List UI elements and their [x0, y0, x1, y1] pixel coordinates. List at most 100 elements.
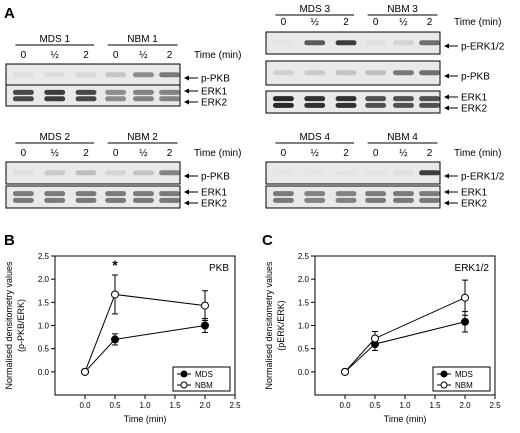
legend-label: MDS: [195, 370, 213, 379]
blot-band: [44, 197, 66, 203]
y-tick-label: 0.5: [38, 345, 50, 354]
densitometry-charts: 0.0 0.5 1.0 1.5 2.0 2.5 0.0 0.5 1.0 1.5 2.0 2.5 Time…: [4, 252, 501, 424]
band-label-arrowhead: [184, 189, 189, 195]
blot-time-label: ½: [51, 148, 60, 159]
band-label: ERK2: [201, 98, 228, 109]
blot-time-unit-label: Time (min): [194, 50, 241, 61]
panel-letter-b: B: [4, 232, 15, 249]
band-label-arrowhead: [184, 200, 189, 206]
blot-band: [272, 191, 294, 197]
blot-group-label: NBM 2: [127, 132, 158, 143]
blot-time-label: ½: [399, 17, 408, 28]
blot-band: [12, 89, 34, 95]
blot-time-label: 0: [21, 148, 27, 159]
blot-band: [105, 89, 127, 95]
blot-band: [304, 40, 326, 46]
band-label: p-PKB: [461, 72, 490, 83]
blot-time-label: 2: [343, 148, 349, 159]
band-label: ERK1: [461, 93, 488, 104]
chart-c: 0.0 0.5 1.0 1.5 2.0 2.5 0.0 0.5 1.0 1.5 2.0 2.5 Time…: [264, 252, 501, 424]
blot-band: [159, 72, 180, 78]
band-label: p-ERK1/2: [461, 172, 505, 183]
blot-time-label: 2: [427, 148, 433, 159]
band-label-arrowhead: [444, 73, 449, 79]
data-point-mds: [201, 321, 209, 330]
blot-band: [272, 197, 294, 203]
blot-band: [365, 96, 387, 102]
data-point-nbm: [201, 301, 209, 310]
blot-band: [133, 197, 154, 203]
blot-membrane: [5, 161, 181, 185]
blot-panel: MDS 3 NBM 3 0 ½ 2 0 ½ 2 Time (min) p-ERK1/2 p-PKB E…: [265, 4, 505, 115]
blot-group-label: MDS 4: [299, 132, 330, 143]
band-label: ERK1: [201, 87, 228, 98]
band-label: ERK2: [461, 199, 488, 210]
blot-group-label: MDS 2: [39, 132, 70, 143]
blot-time-label: 0: [281, 17, 287, 28]
blot-time-unit-label: Time (min): [454, 17, 501, 28]
y-axis-label: Normalised densitometry values: [264, 261, 274, 390]
legend-marker-mds: [180, 370, 188, 378]
blot-time-label: ½: [139, 148, 148, 159]
blot-band: [419, 70, 440, 76]
blot-band: [335, 70, 357, 76]
x-tick-label: 0.5: [369, 401, 381, 410]
y-tick-label: 0.5: [298, 345, 310, 354]
blot-band: [419, 191, 440, 197]
band-label-arrowhead: [444, 43, 449, 49]
series-line-mds: [84, 325, 206, 373]
blot-band: [12, 96, 34, 102]
x-tick-label: 1.5: [429, 401, 441, 410]
band-label: ERK2: [201, 199, 228, 210]
blot-membrane: [265, 185, 441, 209]
blot-band: [365, 170, 386, 175]
blot-band: [159, 197, 180, 203]
band-label: p-PKB: [201, 172, 230, 183]
y-tick-label: 1.0: [298, 322, 310, 331]
blot-group-label: NBM 3: [387, 4, 418, 15]
blot-time-label: 2: [343, 17, 349, 28]
blot-band: [304, 191, 326, 197]
legend-label: NBM: [455, 381, 473, 390]
x-tick-label: 2.0: [459, 401, 471, 410]
blot-band: [159, 170, 180, 176]
blot-band: [365, 40, 387, 46]
blot-band: [75, 170, 97, 176]
x-tick-label: 1.0: [139, 401, 151, 410]
blot-band: [304, 96, 326, 102]
blot-time-label: 2: [167, 148, 173, 159]
blot-band: [335, 102, 357, 108]
blot-band: [44, 96, 66, 102]
blot-band: [12, 72, 34, 78]
blot-band: [12, 191, 34, 197]
x-tick-label: 2.5: [489, 401, 501, 410]
blot-group-label: NBM 4: [387, 132, 418, 143]
blot-band: [44, 72, 66, 78]
blot-band: [304, 102, 326, 108]
blot-time-label: 2: [83, 50, 89, 61]
series-line-nbm: [84, 293, 206, 373]
blot-band: [393, 40, 414, 46]
legend-marker-mds: [440, 370, 448, 378]
blot-band: [393, 96, 414, 102]
y-axis-label: Normalised densitometry values: [4, 261, 14, 390]
data-point-nbm: [81, 367, 89, 376]
band-label-arrowhead: [184, 99, 189, 105]
blot-time-label: ½: [311, 148, 320, 159]
blot-band: [12, 170, 34, 176]
band-label-arrowhead: [184, 173, 189, 179]
data-point-nbm: [371, 334, 379, 343]
data-point-mds: [111, 335, 119, 344]
band-label: p-ERK1/2: [461, 42, 505, 53]
y-tick-label: 0.0: [298, 368, 310, 377]
series-line-nbm: [344, 297, 466, 373]
blot-membrane: [5, 185, 181, 209]
blot-band: [393, 102, 414, 108]
blot-band: [365, 70, 387, 76]
blot-time-label: 2: [167, 50, 173, 61]
blot-band: [365, 191, 387, 197]
blot-band: [335, 96, 357, 102]
band-label-arrowhead: [184, 75, 189, 81]
